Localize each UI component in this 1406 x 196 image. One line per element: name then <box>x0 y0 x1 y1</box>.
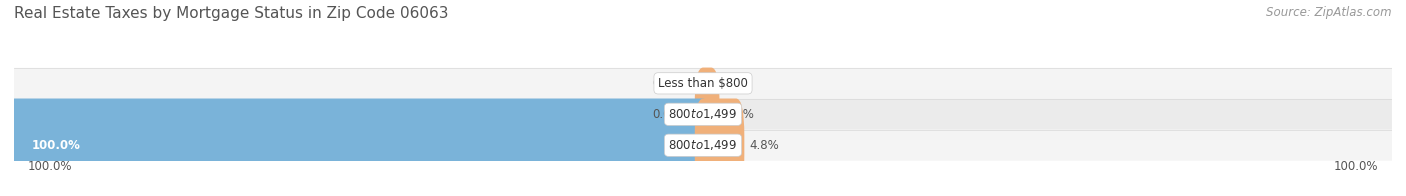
Text: $800 to $1,499: $800 to $1,499 <box>668 138 738 152</box>
FancyBboxPatch shape <box>14 99 1392 130</box>
FancyBboxPatch shape <box>14 130 1392 161</box>
FancyBboxPatch shape <box>14 68 1392 99</box>
Text: 0.0%: 0.0% <box>652 108 682 121</box>
Text: 100.0%: 100.0% <box>1334 160 1378 173</box>
Text: 100.0%: 100.0% <box>28 160 72 173</box>
Text: 0.0%: 0.0% <box>652 77 682 90</box>
Text: 100.0%: 100.0% <box>31 139 80 152</box>
FancyBboxPatch shape <box>6 99 711 192</box>
FancyBboxPatch shape <box>695 99 744 192</box>
Text: $800 to $1,499: $800 to $1,499 <box>668 107 738 121</box>
FancyBboxPatch shape <box>695 68 720 161</box>
Text: Source: ZipAtlas.com: Source: ZipAtlas.com <box>1267 6 1392 19</box>
Text: Real Estate Taxes by Mortgage Status in Zip Code 06063: Real Estate Taxes by Mortgage Status in … <box>14 6 449 21</box>
Text: Less than $800: Less than $800 <box>658 77 748 90</box>
Text: 0.0%: 0.0% <box>724 77 754 90</box>
Text: 1.2%: 1.2% <box>725 108 755 121</box>
Text: 4.8%: 4.8% <box>749 139 779 152</box>
